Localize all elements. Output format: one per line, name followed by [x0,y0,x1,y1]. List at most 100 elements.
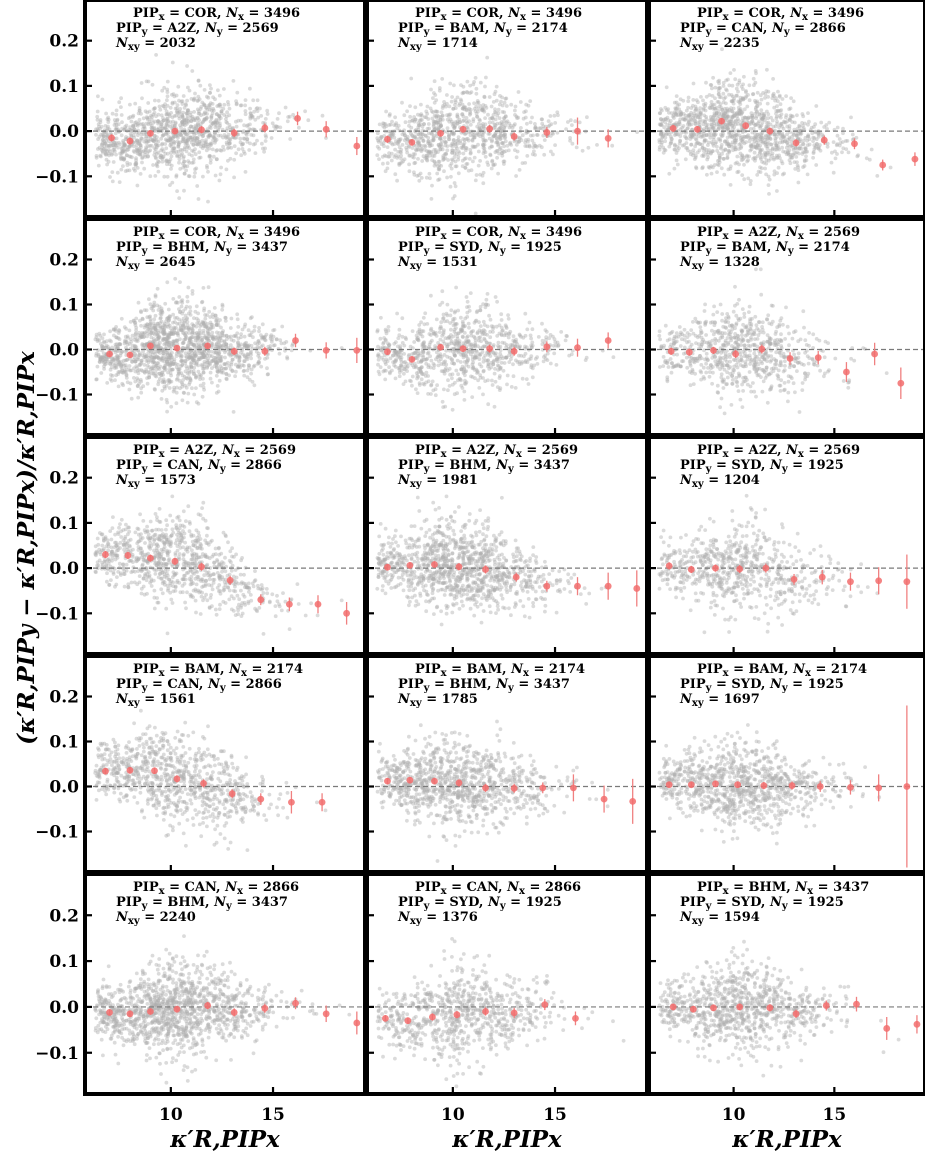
scatter-point [416,125,421,129]
scatter-point [218,104,223,109]
scatter-point [481,151,486,156]
scatter-point [210,366,214,370]
scatter-point [182,130,187,135]
scatter-point [854,135,859,140]
panel-annotation: PIPx = COR, Nx = 3496 PIPy = A2Z, Ny = 25… [115,6,300,53]
scatter-point [471,119,476,124]
scatter-point [533,122,537,126]
scatter-point [683,117,687,122]
scatter-point [481,125,486,129]
scatter-point [197,140,202,144]
scatter-point [236,343,241,347]
scatter-point [496,171,500,176]
scatter-point [152,153,157,157]
scatter-point [160,119,165,124]
scatter-point [200,364,205,368]
scatter-point [760,120,765,125]
scatter-point [134,160,138,165]
scatter-point [198,343,203,348]
scatter-point [252,383,257,388]
scatter-point [209,108,214,113]
scatter-point [677,146,681,151]
scatter-point [717,114,722,119]
scatter-point [147,120,152,124]
scatter-point [201,381,206,386]
scatter-point [154,163,159,167]
scatter-point [422,122,426,126]
scatter-point [507,121,512,126]
scatter-point [137,108,142,113]
scatter-point [210,312,215,317]
scatter-point [481,124,486,129]
scatter-point [119,157,123,162]
scatter-point [779,108,784,113]
scatter-point [417,123,421,128]
scatter-point [161,118,166,123]
scatter-point [187,356,192,360]
scatter-point [164,121,169,126]
scatter-point [138,143,143,148]
scatter-point [760,160,764,164]
scatter-point [721,91,726,96]
scatter-point [534,126,539,131]
scatter-point [489,166,494,171]
scatter-point [674,113,679,118]
scatter-point [177,98,181,103]
scatter-point [701,98,705,103]
scatter-point [164,158,169,163]
scatter-point [275,117,280,121]
scatter-point [771,124,776,129]
scatter-point [736,89,740,94]
scatter-point [792,160,797,165]
scatter-point [435,109,440,114]
scatter-point [669,136,674,141]
scatter-point [416,157,420,161]
scatter-point [803,146,808,151]
scatter-point [490,144,494,149]
scatter-point [535,133,540,137]
scatter-point [154,138,159,143]
scatter-point [161,349,166,354]
scatter-point [755,99,760,104]
scatter-point [170,100,175,105]
scatter-point [460,91,465,96]
scatter-point [183,120,187,125]
scatter-point [191,160,196,165]
scatter-point [133,163,138,168]
scatter-point [109,373,113,377]
scatter-point [208,90,212,95]
scatter-point [553,121,558,125]
scatter-point [193,118,198,122]
bin-mean-point [106,350,113,358]
scatter-point [189,97,194,101]
scatter-point [133,123,138,127]
scatter-point [135,166,140,170]
scatter-point [775,119,779,124]
scatter-point [499,128,504,133]
scatter-point [203,140,208,145]
scatter-point [689,132,694,137]
scatter-point [425,104,430,109]
scatter-point [729,117,734,122]
scatter-point [227,123,232,127]
scatter-point [184,139,189,144]
scatter-point [222,148,226,152]
scatter-point [468,147,473,152]
scatter-point [385,145,390,150]
scatter-point [182,171,187,176]
scatter-point [153,313,158,318]
scatter-point [200,355,205,359]
scatter-point [733,147,738,152]
scatter-point [831,170,836,175]
scatter-point [497,116,502,120]
scatter-point [133,121,138,125]
scatter-point [297,125,301,130]
scatter-point [211,95,216,100]
scatter-point [635,130,639,135]
scatter-point [212,364,217,368]
scatter-point [452,151,457,156]
scatter-point [146,117,150,122]
scatter-point [577,120,582,125]
scatter-point [185,164,190,169]
scatter-point [441,155,446,160]
